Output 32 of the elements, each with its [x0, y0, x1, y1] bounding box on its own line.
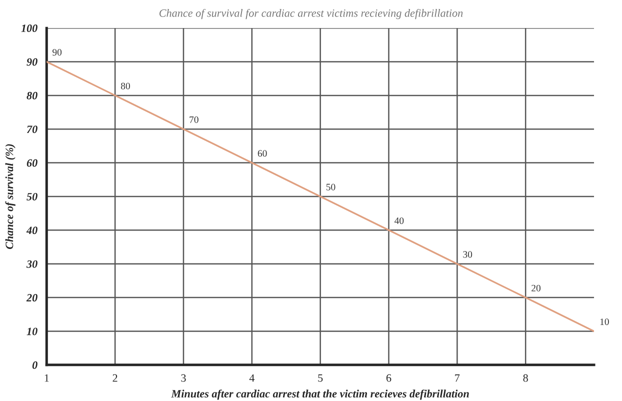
- x-tick-label: 2: [112, 374, 118, 382]
- y-tick-label: 60: [26, 159, 38, 167]
- x-tick-label: 1: [44, 374, 49, 382]
- y-tick-label: 40: [26, 226, 38, 234]
- data-label: 70: [190, 116, 198, 123]
- data-label: 30: [463, 251, 472, 258]
- y-tick-label: 10: [26, 328, 38, 336]
- x-tick-label: 4: [249, 374, 255, 382]
- data-label: 60: [258, 150, 267, 157]
- x-tick-label: 8: [523, 374, 528, 382]
- x-tick-label: 6: [386, 374, 392, 382]
- x-axis-title: Minutes after cardiac arrest that the victim recieves defibrillation: [171, 390, 469, 400]
- y-tick-label: 90: [26, 58, 38, 66]
- data-label: 90: [52, 49, 62, 56]
- data-label: 80: [120, 82, 130, 90]
- y-tick-label: 100: [21, 24, 38, 32]
- data-label: 10: [600, 318, 609, 326]
- y-tick-label: 50: [26, 192, 38, 200]
- y-tick-label: 70: [26, 126, 38, 134]
- x-tick-label: 3: [181, 374, 186, 382]
- x-tick-label: 5: [318, 374, 323, 382]
- y-tick-label: 20: [26, 294, 38, 302]
- data-label: 50: [326, 184, 336, 190]
- line-series: [46, 60, 594, 332]
- y-axis-title: Chance of survival (%): [5, 144, 16, 250]
- x-tick-label: 7: [455, 374, 460, 382]
- data-label: 20: [532, 284, 540, 292]
- y-tick-label: 80: [26, 92, 38, 100]
- chart-title: Chance of survival for cardiac arrest victims recieving defibrillation: [159, 8, 463, 20]
- y-tick-label: 0: [32, 361, 38, 369]
- data-label: 40: [394, 217, 404, 224]
- y-tick-label: 30: [26, 260, 38, 268]
